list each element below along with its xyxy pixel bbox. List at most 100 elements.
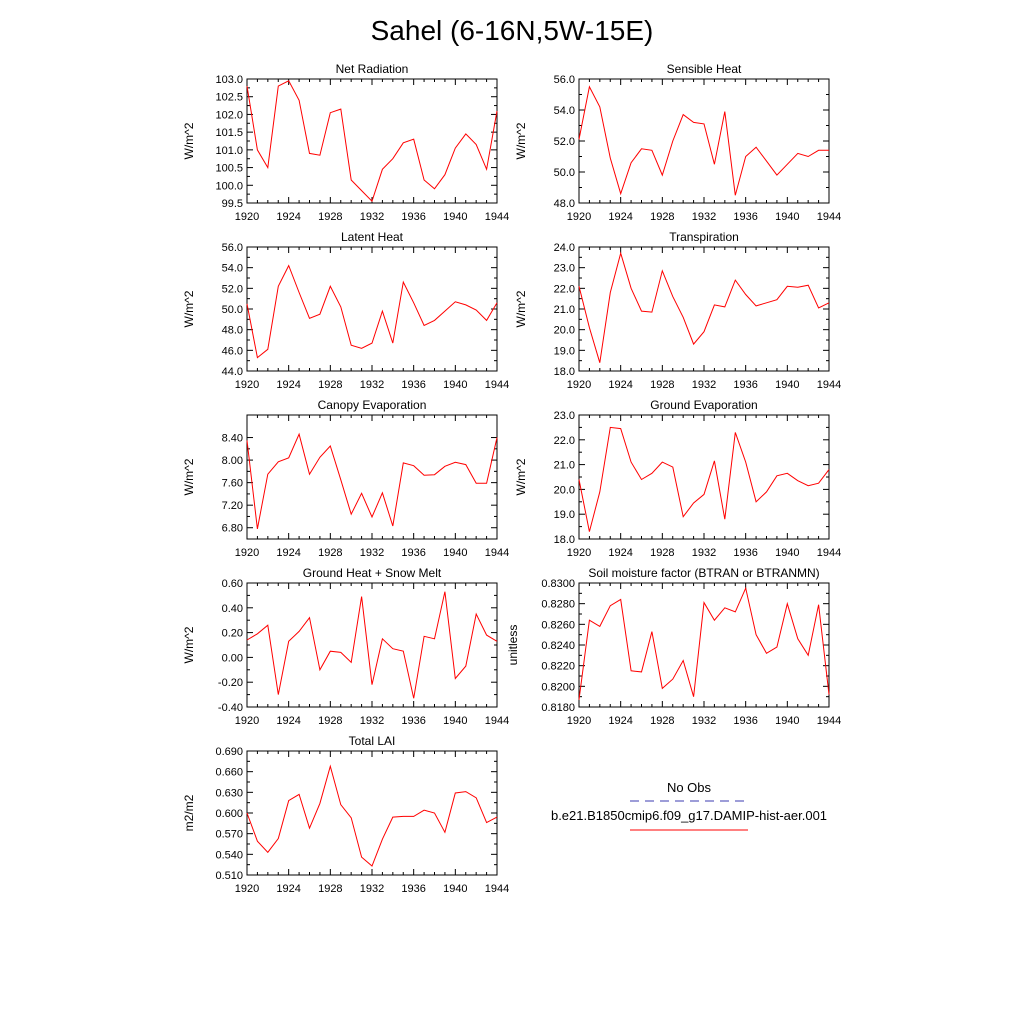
- x-tick-label: 1932: [360, 715, 384, 727]
- x-tick-label: 1920: [567, 211, 591, 223]
- panel-4: Transpiration W/m^2 1920 1924 1928 1932 1936 19…: [514, 230, 841, 391]
- y-axis-label: W/m^2: [182, 626, 196, 663]
- x-tick-label: 1924: [608, 547, 632, 559]
- x-tick-label: 1940: [775, 547, 799, 559]
- y-tick-label: 54.0: [222, 263, 243, 275]
- y-tick-label: 48.0: [222, 325, 243, 337]
- plot-frame: [246, 750, 498, 876]
- x-tick-label: 1940: [443, 715, 467, 727]
- x-tick-label: 1932: [692, 379, 716, 391]
- y-tick-label: 46.0: [222, 345, 243, 357]
- x-tick-label: 1940: [775, 715, 799, 727]
- y-tick-label: 101.0: [215, 145, 243, 157]
- x-tick-label: 1924: [608, 379, 632, 391]
- y-tick-label: 18.0: [554, 534, 575, 546]
- y-tick-label: 102.5: [215, 92, 243, 104]
- x-tick-label: 1944: [485, 211, 509, 223]
- y-tick-label: 56.0: [554, 74, 575, 86]
- series-line: [578, 251, 830, 363]
- x-tick-label: 1924: [608, 715, 632, 727]
- y-tick-label: 0.8280: [541, 599, 575, 611]
- y-tick-label: 50.0: [222, 304, 243, 316]
- panel-title: Soil moisture factor (BTRAN or BTRANMN): [588, 566, 819, 580]
- y-tick-label: 21.0: [554, 304, 575, 316]
- x-tick-label: 1932: [692, 211, 716, 223]
- y-tick-label: 20.0: [554, 484, 575, 496]
- y-tick-label: -0.20: [218, 677, 243, 689]
- x-tick-label: 1928: [318, 211, 342, 223]
- x-tick-label: 1944: [817, 715, 841, 727]
- x-tick-label: 1936: [401, 379, 425, 391]
- y-tick-label: 100.5: [215, 163, 243, 175]
- y-tick-label: 0.570: [215, 829, 243, 841]
- panel-5: Canopy Evaporation W/m^2 1920 1924 1928 1932 1…: [182, 398, 509, 559]
- x-tick-label: 1932: [692, 547, 716, 559]
- x-tick-label: 1936: [733, 211, 757, 223]
- y-tick-label: 0.8260: [541, 619, 575, 631]
- x-tick-label: 1924: [276, 547, 300, 559]
- y-tick-label: 0.20: [222, 628, 243, 640]
- y-tick-label: 44.0: [222, 366, 243, 378]
- x-tick-label: 1920: [235, 379, 259, 391]
- y-tick-label: 7.20: [222, 500, 243, 512]
- y-tick-label: 21.0: [554, 460, 575, 472]
- x-tick-label: 1924: [276, 883, 300, 895]
- x-tick-label: 1928: [318, 715, 342, 727]
- y-axis-label: W/m^2: [514, 458, 528, 495]
- x-tick-label: 1944: [485, 715, 509, 727]
- x-tick-label: 1920: [235, 211, 259, 223]
- plot-frame: [246, 246, 498, 372]
- plot-frame: [578, 414, 830, 540]
- panel-title: Net Radiation: [336, 62, 409, 76]
- y-tick-label: 0.40: [222, 603, 243, 615]
- y-tick-label: 0.8240: [541, 640, 575, 652]
- x-tick-label: 1936: [733, 547, 757, 559]
- x-tick-label: 1940: [775, 211, 799, 223]
- plot-frame: [578, 78, 830, 204]
- y-tick-label: 0.8180: [541, 702, 575, 714]
- x-tick-label: 1936: [401, 211, 425, 223]
- y-axis-label: m2/m2: [182, 794, 196, 831]
- y-tick-label: 0.00: [222, 652, 243, 664]
- y-tick-label: 103.0: [215, 74, 243, 86]
- x-tick-label: 1928: [318, 379, 342, 391]
- x-tick-label: 1928: [650, 379, 674, 391]
- plot-frame: [246, 582, 498, 708]
- x-tick-label: 1924: [608, 211, 632, 223]
- y-tick-label: 52.0: [554, 136, 575, 148]
- x-tick-label: 1928: [650, 547, 674, 559]
- x-tick-label: 1928: [650, 211, 674, 223]
- panel-3: Latent Heat W/m^2 1920 1924 1928 1932 1936 1940…: [182, 230, 509, 391]
- x-tick-label: 1944: [485, 883, 509, 895]
- series-line: [246, 764, 498, 867]
- y-tick-label: 54.0: [554, 105, 575, 117]
- x-tick-label: 1932: [692, 715, 716, 727]
- y-tick-label: 19.0: [554, 509, 575, 521]
- x-tick-label: 1936: [401, 715, 425, 727]
- y-tick-label: 18.0: [554, 366, 575, 378]
- panel-1: Net Radiation W/m^2 1920 1924 1928 1932 1936 19…: [182, 62, 509, 223]
- panel-9: Total LAI m2/m2 1920 1924 1928 1932 1936 1940 19…: [182, 734, 509, 895]
- x-tick-label: 1928: [318, 547, 342, 559]
- y-tick-label: 0.8200: [541, 681, 575, 693]
- panel-title: Transpiration: [669, 230, 739, 244]
- series-line: [578, 85, 829, 196]
- x-tick-label: 1920: [235, 883, 259, 895]
- y-axis-label: W/m^2: [514, 122, 528, 159]
- series-line: [246, 264, 498, 359]
- y-axis-label: W/m^2: [182, 290, 196, 327]
- x-tick-label: 1932: [360, 547, 384, 559]
- y-tick-label: 7.60: [222, 478, 243, 490]
- x-tick-label: 1944: [817, 547, 841, 559]
- x-tick-label: 1936: [733, 379, 757, 391]
- x-tick-label: 1924: [276, 715, 300, 727]
- x-tick-label: 1920: [567, 547, 591, 559]
- y-axis-label: unitless: [506, 625, 520, 666]
- y-tick-label: 0.510: [215, 870, 243, 882]
- page-title: Sahel (6-16N,5W-15E): [371, 15, 654, 46]
- panel-title: Ground Heat + Snow Melt: [303, 566, 442, 580]
- y-tick-label: 100.0: [215, 180, 243, 192]
- x-tick-label: 1928: [650, 715, 674, 727]
- y-tick-label: 22.0: [554, 435, 575, 447]
- x-tick-label: 1944: [485, 379, 509, 391]
